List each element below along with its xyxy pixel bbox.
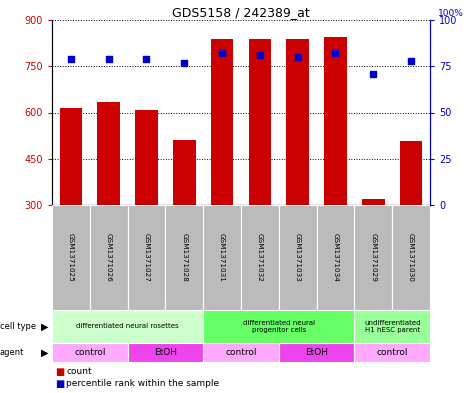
Bar bbox=[52, 205, 90, 310]
Text: GSM1371030: GSM1371030 bbox=[408, 233, 414, 282]
Text: 100%: 100% bbox=[437, 9, 464, 18]
Point bbox=[370, 70, 377, 77]
Text: EtOH: EtOH bbox=[305, 348, 328, 357]
Text: GSM1371031: GSM1371031 bbox=[219, 233, 225, 282]
Point bbox=[407, 57, 415, 64]
Text: EtOH: EtOH bbox=[154, 348, 177, 357]
Bar bbox=[203, 205, 241, 310]
Text: ■: ■ bbox=[55, 379, 64, 389]
Bar bbox=[128, 205, 165, 310]
Point bbox=[142, 56, 150, 62]
Bar bbox=[128, 343, 203, 362]
Text: agent: agent bbox=[0, 348, 24, 357]
Text: GSM1371025: GSM1371025 bbox=[68, 233, 74, 282]
Text: control: control bbox=[377, 348, 408, 357]
Text: control: control bbox=[225, 348, 257, 357]
Bar bbox=[354, 343, 430, 362]
Point bbox=[105, 56, 113, 62]
Text: ■: ■ bbox=[55, 367, 64, 377]
Bar bbox=[203, 343, 279, 362]
Bar bbox=[203, 310, 354, 343]
Bar bbox=[392, 205, 430, 310]
Bar bbox=[90, 205, 128, 310]
Bar bbox=[279, 343, 354, 362]
Bar bbox=[97, 102, 120, 205]
Bar bbox=[362, 199, 385, 205]
Text: GSM1371026: GSM1371026 bbox=[106, 233, 112, 282]
Text: undifferentiated
H1 hESC parent: undifferentiated H1 hESC parent bbox=[364, 320, 420, 333]
Bar bbox=[173, 140, 196, 205]
Point bbox=[256, 52, 264, 58]
Bar bbox=[165, 205, 203, 310]
Point bbox=[180, 59, 188, 66]
Text: GSM1371027: GSM1371027 bbox=[143, 233, 150, 282]
Bar bbox=[135, 110, 158, 205]
Bar bbox=[286, 39, 309, 205]
Text: GSM1371034: GSM1371034 bbox=[332, 233, 339, 282]
Text: GSM1371033: GSM1371033 bbox=[294, 233, 301, 282]
Text: GSM1371028: GSM1371028 bbox=[181, 233, 187, 282]
Text: differentiated neural rosettes: differentiated neural rosettes bbox=[76, 323, 179, 329]
Bar bbox=[324, 37, 347, 205]
Point bbox=[332, 50, 339, 57]
Title: GDS5158 / 242389_at: GDS5158 / 242389_at bbox=[172, 6, 310, 19]
Text: ▶: ▶ bbox=[41, 347, 49, 358]
Text: percentile rank within the sample: percentile rank within the sample bbox=[66, 380, 219, 389]
Bar bbox=[317, 205, 354, 310]
Bar bbox=[59, 108, 82, 205]
Bar bbox=[52, 310, 203, 343]
Bar bbox=[354, 205, 392, 310]
Text: control: control bbox=[74, 348, 105, 357]
Point bbox=[294, 54, 302, 60]
Bar bbox=[400, 141, 422, 205]
Text: ▶: ▶ bbox=[41, 321, 49, 332]
Bar bbox=[241, 205, 279, 310]
Bar bbox=[211, 39, 233, 205]
Bar bbox=[52, 343, 128, 362]
Text: GSM1371029: GSM1371029 bbox=[370, 233, 376, 282]
Text: cell type: cell type bbox=[0, 322, 36, 331]
Point bbox=[67, 56, 75, 62]
Text: differentiated neural
progenitor cells: differentiated neural progenitor cells bbox=[243, 320, 315, 333]
Point bbox=[218, 50, 226, 57]
Text: GSM1371032: GSM1371032 bbox=[257, 233, 263, 282]
Bar bbox=[279, 205, 317, 310]
Bar bbox=[354, 310, 430, 343]
Text: count: count bbox=[66, 367, 92, 376]
Bar bbox=[248, 39, 271, 205]
